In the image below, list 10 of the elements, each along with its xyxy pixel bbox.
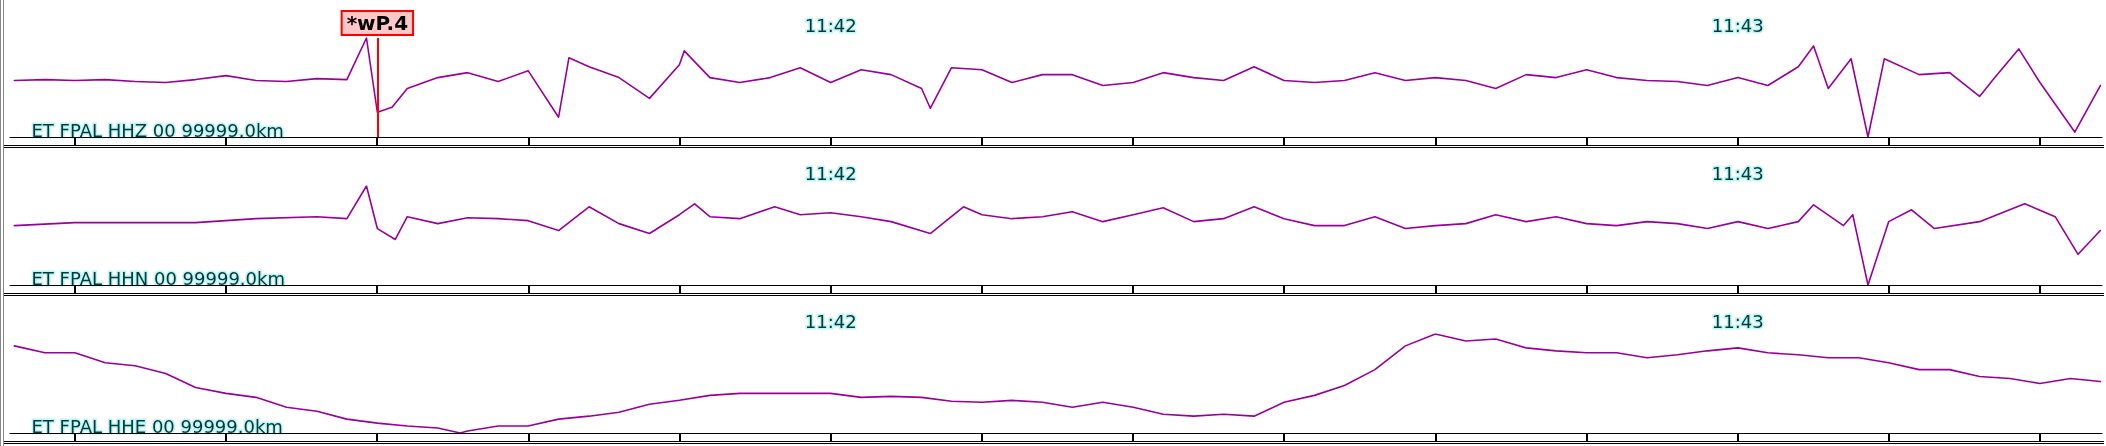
- x-tick-label: 11:42: [804, 14, 857, 36]
- x-tick-label: 11:43: [1711, 14, 1764, 36]
- annotation: ET FPAL HHN 00 99999.0km: [31, 268, 285, 289]
- x-tick-label: 11:42: [804, 310, 857, 332]
- annotation: ET FPAL HHE 00 99999.0km: [31, 416, 283, 437]
- x-tick-label: 11:43: [1711, 310, 1764, 332]
- annotation: ET FPAL HHZ 00 99999.0km: [31, 120, 284, 141]
- x-tick-label: 11:42: [804, 162, 857, 184]
- ref-line-label: *wP.4: [346, 11, 409, 35]
- x-tick-label: 11:43: [1711, 162, 1764, 184]
